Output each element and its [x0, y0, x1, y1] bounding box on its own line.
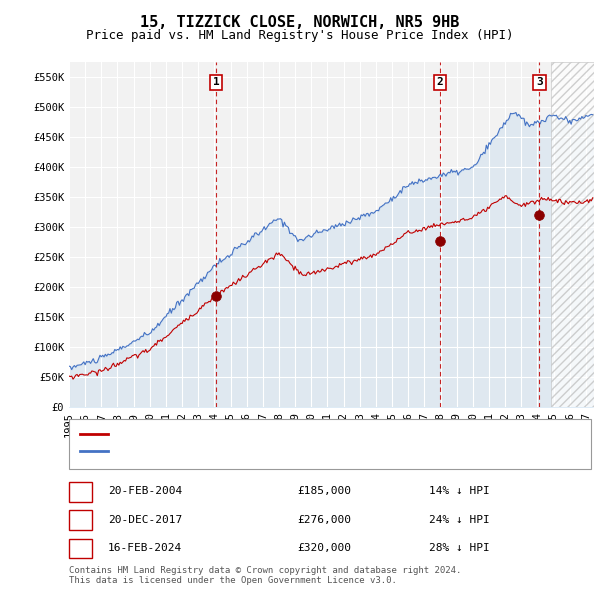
Text: Contains HM Land Registry data © Crown copyright and database right 2024.
This d: Contains HM Land Registry data © Crown c…	[69, 566, 461, 585]
Text: 16-FEB-2024: 16-FEB-2024	[108, 543, 182, 553]
Text: 28% ↓ HPI: 28% ↓ HPI	[429, 543, 490, 553]
Text: £320,000: £320,000	[297, 543, 351, 553]
Text: £276,000: £276,000	[297, 515, 351, 525]
Bar	[551, 62, 594, 407]
Text: 2: 2	[436, 77, 443, 87]
Text: HPI: Average price, detached house, Norwich: HPI: Average price, detached house, Norw…	[114, 447, 404, 456]
Text: 14% ↓ HPI: 14% ↓ HPI	[429, 487, 490, 496]
Text: 20-FEB-2004: 20-FEB-2004	[108, 487, 182, 496]
Text: 3: 3	[77, 542, 84, 555]
Text: 15, TIZZICK CLOSE, NORWICH, NR5 9HB: 15, TIZZICK CLOSE, NORWICH, NR5 9HB	[140, 15, 460, 30]
Text: 1: 1	[213, 77, 220, 87]
Text: 1: 1	[77, 485, 84, 498]
Text: 20-DEC-2017: 20-DEC-2017	[108, 515, 182, 525]
Text: 2: 2	[77, 513, 84, 526]
Text: 3: 3	[536, 77, 543, 87]
Text: 24% ↓ HPI: 24% ↓ HPI	[429, 515, 490, 525]
Text: £185,000: £185,000	[297, 487, 351, 496]
Text: 15, TIZZICK CLOSE, NORWICH, NR5 9HB (detached house): 15, TIZZICK CLOSE, NORWICH, NR5 9HB (det…	[114, 429, 465, 438]
Text: Price paid vs. HM Land Registry's House Price Index (HPI): Price paid vs. HM Land Registry's House …	[86, 30, 514, 42]
